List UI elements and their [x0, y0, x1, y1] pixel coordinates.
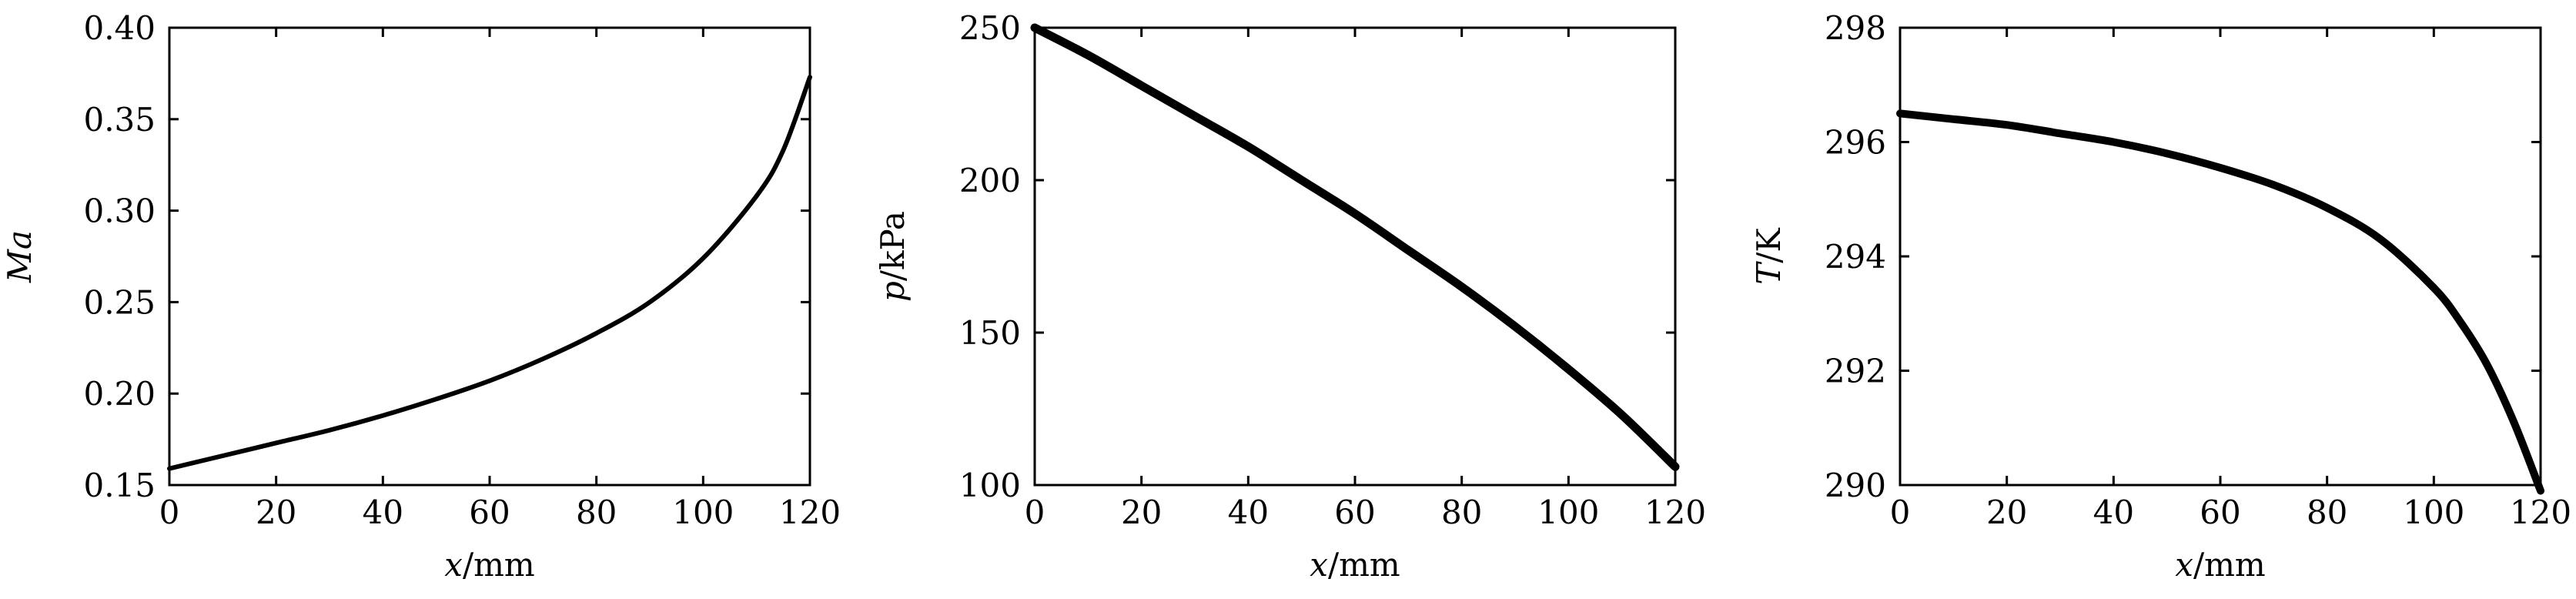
x-axis-label: x/mm [2175, 546, 2266, 584]
y-tick-label: 0.35 [83, 101, 156, 139]
x-tick-label: 120 [1644, 494, 1706, 531]
x-tick-label: 80 [1441, 494, 1482, 531]
y-axis-variable: T [1750, 261, 1788, 285]
x-axis-label: x/mm [444, 546, 535, 584]
y-tick-label: 292 [1825, 353, 1886, 390]
y-tick-label: 298 [1825, 9, 1886, 47]
chart-panel-1: 0 20 40 60 80 100 120 0.15 0.20 0.25 0.30 0.35 0.40 x… [1, 9, 841, 584]
y-tick-label: 200 [959, 162, 1021, 199]
y-tick-label: 0.25 [83, 283, 156, 321]
y-axis-unit: /K [1750, 227, 1788, 263]
x-tick-label: 80 [2307, 494, 2347, 531]
x-tick-label: 20 [1121, 494, 1162, 531]
y-axis-unit: /kPa [874, 211, 912, 281]
y-axis-label: Ma [1, 230, 38, 283]
y-tick-label: 150 [959, 314, 1021, 352]
y-axis-variable: p [874, 281, 912, 302]
x-tick-label: 80 [576, 494, 617, 531]
series-line [1896, 109, 2544, 495]
plot-frame [168, 26, 811, 487]
y-tick-label: 0.15 [83, 467, 156, 504]
x-tick-label: 100 [672, 494, 734, 531]
plot-frame [1033, 26, 1677, 487]
y-axis-label: T/K [1750, 227, 1788, 285]
x-axis-variable: x [1310, 546, 1328, 584]
x-tick-label: 0 [1025, 494, 1045, 531]
y-axis-variable: Ma [1, 230, 38, 283]
y-tick-label: 0.40 [83, 9, 156, 47]
x-tick-label: 20 [1986, 494, 2027, 531]
y-tick-label: 250 [959, 9, 1021, 47]
y-tick-label: 100 [959, 467, 1021, 504]
x-axis-label: x/mm [1310, 546, 1400, 584]
x-axis-unit: /mm [1328, 546, 1400, 584]
y-axis-label: p/kPa [874, 211, 912, 302]
x-axis-unit: /mm [2193, 546, 2266, 584]
y-tick-label: 294 [1825, 238, 1886, 276]
x-tick-label: 120 [779, 494, 841, 531]
x-tick-label: 100 [1537, 494, 1599, 531]
chart-panel-2: 0 20 40 60 80 100 120 100 150 200 250 x/mm p/kPa [874, 9, 1706, 584]
x-tick-label: 60 [469, 494, 510, 531]
x-tick-label: 40 [2093, 494, 2134, 531]
y-tick-label: 290 [1825, 467, 1886, 504]
series-line [167, 75, 812, 471]
y-tick-label: 0.20 [83, 375, 156, 413]
x-tick-label: 40 [363, 494, 403, 531]
x-axis-variable: x [2175, 546, 2193, 584]
x-tick-label: 60 [1334, 494, 1375, 531]
x-axis-unit: /mm [463, 546, 535, 584]
series-line [1030, 23, 1680, 471]
y-tick-label: 296 [1825, 124, 1886, 162]
x-axis-variable: x [444, 546, 463, 584]
x-tick-label: 120 [2510, 494, 2571, 531]
x-tick-label: 20 [256, 494, 296, 531]
x-tick-label: 0 [1890, 494, 1911, 531]
x-tick-label: 40 [1228, 494, 1269, 531]
chart-panel-3: 0 20 40 60 80 100 120 290 292 294 296 298 x/mm T/K [1750, 9, 2571, 584]
x-tick-label: 100 [2403, 494, 2464, 531]
y-tick-label: 0.30 [83, 192, 156, 230]
plot-frame [1899, 26, 2542, 487]
x-tick-label: 0 [159, 494, 180, 531]
x-tick-label: 60 [2200, 494, 2240, 531]
